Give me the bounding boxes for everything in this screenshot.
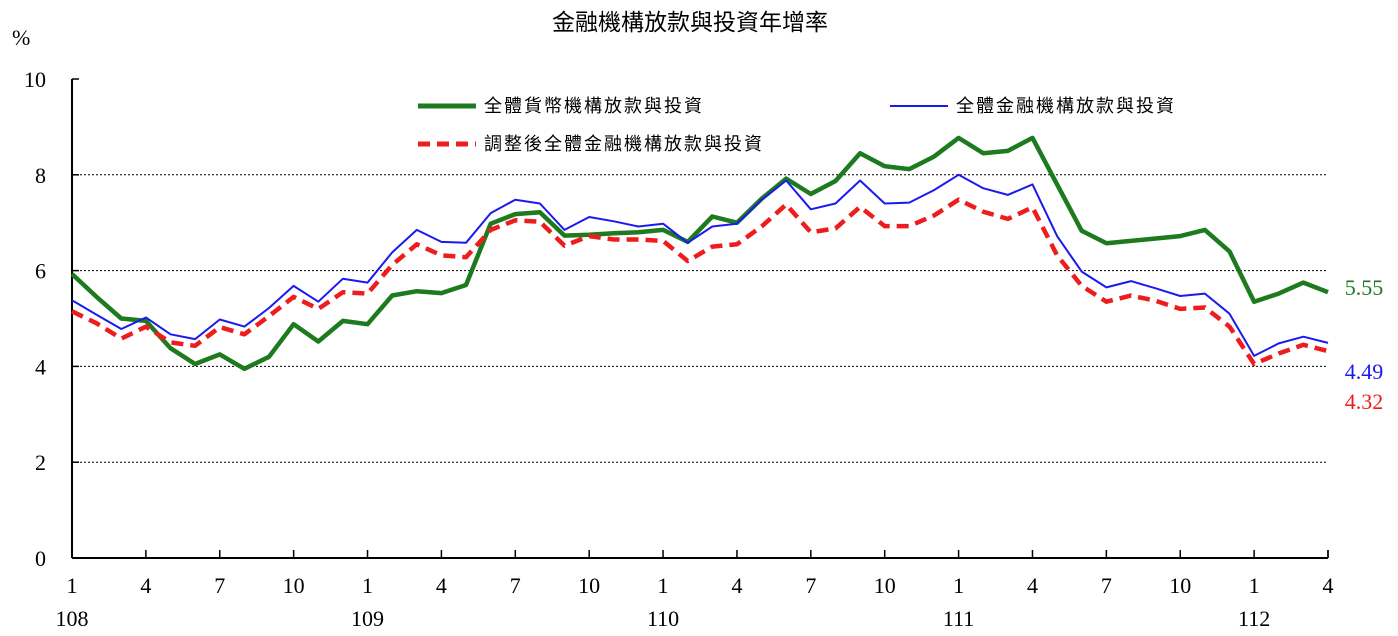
x-year-label: 111 [943, 606, 974, 631]
x-tick-label: 1 [362, 573, 373, 598]
x-year-label: 109 [351, 606, 384, 631]
gridlines [72, 174, 1328, 463]
legend-label-series-3: 調整後全體金融機構放款與投資 [484, 134, 764, 154]
x-tick-label: 7 [805, 573, 816, 598]
legend-label-series-2: 全體金融機構放款與投資 [956, 96, 1176, 116]
x-tick-label: 1 [67, 573, 78, 598]
x-tick-label: 4 [1027, 573, 1038, 598]
y-tick-label: 8 [35, 163, 46, 188]
chart-title: 金融機構放款與投資年增率 [552, 10, 828, 35]
series-line-1 [70, 135, 1329, 372]
x-year-label: 108 [56, 606, 89, 631]
y-tick-label: 4 [35, 354, 46, 379]
y-tick-label: 6 [35, 259, 46, 284]
x-tick-label: 4 [436, 573, 447, 598]
series-end-labels: 5.55 4.49 4.32 [1345, 275, 1384, 414]
x-tick-label: 7 [510, 573, 521, 598]
series-lines [70, 135, 1329, 372]
x-tick-label: 4 [140, 573, 151, 598]
x-tick-label: 4 [731, 573, 742, 598]
legend: 全體貨幣機構放款與投資 全體金融機構放款與投資 調整後全體金融機構放款與投資 [418, 96, 1176, 154]
end-value-label-series-2: 4.49 [1345, 359, 1384, 384]
x-tick-label: 4 [1323, 573, 1334, 598]
y-tick-label: 10 [24, 67, 46, 92]
y-tick-label: 0 [35, 546, 46, 571]
series-line-3 [71, 197, 1329, 367]
x-tick-label: 7 [1101, 573, 1112, 598]
x-year-label: 110 [647, 606, 679, 631]
x-tick-label: 10 [874, 573, 896, 598]
series-line-2 [71, 173, 1329, 357]
x-tick-label: 10 [578, 573, 600, 598]
x-tick-label: 1 [953, 573, 964, 598]
end-value-label-series-3: 4.32 [1345, 389, 1384, 414]
end-value-label-series-1: 5.55 [1345, 275, 1384, 300]
legend-label-series-1: 全體貨幣機構放款與投資 [484, 96, 704, 116]
x-year-label: 112 [1238, 606, 1270, 631]
y-axis-ticks: 0 2 4 6 8 10 [24, 67, 79, 571]
x-tick-label: 1 [658, 573, 669, 598]
x-tick-label: 10 [1169, 573, 1191, 598]
x-tick-label: 1 [1249, 573, 1260, 598]
x-tick-label: 7 [214, 573, 225, 598]
y-tick-label: 2 [35, 450, 46, 475]
x-tick-label: 10 [283, 573, 305, 598]
y-axis-unit-label: % [12, 25, 30, 50]
x-axis-ticks: 1 4 7 10 1 4 7 10 1 4 7 10 1 4 7 10 1 4 108 109 110 111 112 [56, 550, 1334, 631]
